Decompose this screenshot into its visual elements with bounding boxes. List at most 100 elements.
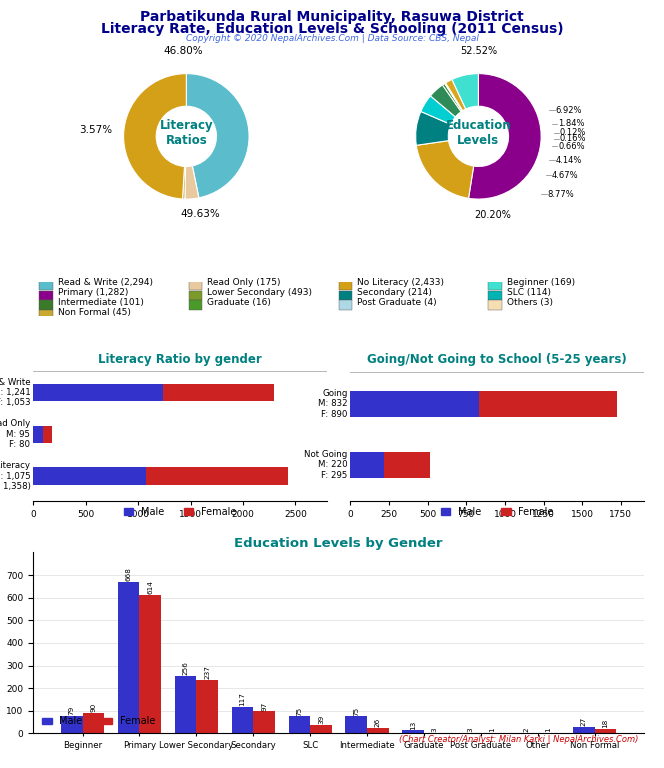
Bar [118, 582, 139, 733]
Text: Secondary (214): Secondary (214) [357, 288, 432, 297]
Text: 75: 75 [296, 707, 302, 716]
Wedge shape [446, 79, 465, 111]
Text: 97: 97 [261, 701, 267, 710]
Legend: Male, Female: Male, Female [38, 713, 159, 730]
Title: Education Levels by Gender: Education Levels by Gender [234, 537, 443, 550]
Bar [351, 391, 479, 417]
Title: Going/Not Going to School (5-25 years): Going/Not Going to School (5-25 years) [367, 353, 627, 366]
Text: Beginner (169): Beginner (169) [507, 279, 575, 287]
Bar [189, 281, 203, 290]
Text: Read & Write (2,294): Read & Write (2,294) [58, 279, 153, 287]
Bar [488, 281, 502, 290]
Bar [488, 291, 502, 300]
Bar [367, 727, 388, 733]
Text: 0.16%: 0.16% [560, 134, 586, 144]
Bar [139, 594, 161, 733]
Text: 4.67%: 4.67% [552, 170, 578, 180]
Text: 117: 117 [240, 692, 246, 706]
Text: 79: 79 [69, 706, 75, 715]
Wedge shape [421, 96, 456, 124]
Text: Literacy
Ratios: Literacy Ratios [159, 119, 213, 147]
Text: 3: 3 [467, 727, 473, 732]
Text: SLC (114): SLC (114) [507, 288, 550, 297]
Text: 49.63%: 49.63% [180, 209, 220, 219]
Text: (Chart Creator/Analyst: Milan Karki | NepalArchives.Com): (Chart Creator/Analyst: Milan Karki | Ne… [398, 735, 638, 744]
Text: Post Graduate (4): Post Graduate (4) [357, 298, 437, 307]
Text: 46.80%: 46.80% [163, 45, 203, 55]
Wedge shape [416, 111, 451, 145]
Text: Graduate (16): Graduate (16) [207, 298, 271, 307]
Bar [33, 468, 146, 485]
Wedge shape [185, 166, 199, 199]
Bar [189, 291, 203, 300]
Text: 1.84%: 1.84% [558, 119, 584, 128]
Wedge shape [445, 83, 462, 111]
Bar [339, 281, 352, 290]
Wedge shape [124, 74, 187, 199]
Text: 3: 3 [432, 727, 438, 732]
Text: 90: 90 [90, 703, 96, 712]
Bar [197, 680, 218, 733]
Bar [232, 707, 253, 733]
Bar [82, 713, 104, 733]
Text: 75: 75 [353, 707, 359, 716]
Text: 256: 256 [183, 660, 189, 674]
Text: 237: 237 [205, 665, 210, 679]
Legend: Male, Female: Male, Female [437, 503, 558, 521]
Text: Education
Levels: Education Levels [446, 119, 511, 147]
Text: 18: 18 [602, 719, 608, 729]
Bar [479, 391, 617, 417]
Bar [189, 300, 203, 310]
Bar [146, 468, 288, 485]
Text: Copyright © 2020 NepalArchives.Com | Data Source: CBS, Nepal: Copyright © 2020 NepalArchives.Com | Dat… [185, 34, 479, 43]
Wedge shape [452, 74, 478, 109]
Text: 614: 614 [147, 580, 153, 594]
Text: Parbatikunda Rural Municipality, Rasuwa District: Parbatikunda Rural Municipality, Rasuwa … [140, 9, 524, 24]
Text: 668: 668 [125, 568, 131, 581]
Wedge shape [442, 84, 462, 111]
Bar [289, 717, 310, 733]
Text: Intermediate (101): Intermediate (101) [58, 298, 143, 307]
Text: 0.66%: 0.66% [558, 142, 585, 151]
Bar [61, 716, 82, 733]
Bar [39, 310, 52, 319]
Wedge shape [430, 85, 461, 117]
Bar [595, 730, 616, 733]
Text: 3.57%: 3.57% [79, 125, 112, 135]
Text: Read Only (175): Read Only (175) [207, 279, 281, 287]
Bar [175, 676, 197, 733]
Bar [43, 425, 52, 443]
Bar [33, 384, 163, 402]
Text: 8.77%: 8.77% [547, 190, 574, 199]
Text: 20.20%: 20.20% [474, 210, 511, 220]
Bar [339, 291, 352, 300]
Text: 0.12%: 0.12% [560, 128, 586, 137]
Bar [163, 384, 274, 402]
Text: Non Formal (45): Non Formal (45) [58, 308, 131, 316]
Text: 26: 26 [375, 717, 381, 727]
Bar [384, 452, 430, 478]
Text: Lower Secondary (493): Lower Secondary (493) [207, 288, 312, 297]
Wedge shape [183, 167, 186, 199]
Text: 4.14%: 4.14% [556, 156, 582, 164]
Text: Others (3): Others (3) [507, 298, 552, 307]
Text: Literacy Rate, Education Levels & Schooling (2011 Census): Literacy Rate, Education Levels & School… [101, 22, 563, 35]
Text: 27: 27 [581, 717, 587, 727]
Text: 1: 1 [489, 728, 495, 733]
Text: Primary (1,282): Primary (1,282) [58, 288, 128, 297]
Bar [39, 281, 52, 290]
Bar [339, 300, 352, 310]
Bar [39, 300, 52, 310]
Bar [310, 725, 332, 733]
Text: 6.92%: 6.92% [556, 105, 582, 114]
Text: 39: 39 [318, 714, 324, 723]
Bar [351, 452, 384, 478]
Text: 13: 13 [410, 720, 416, 730]
Bar [345, 717, 367, 733]
Text: 1: 1 [546, 728, 552, 733]
Bar [488, 300, 502, 310]
Text: No Literacy (2,433): No Literacy (2,433) [357, 279, 444, 287]
Bar [253, 711, 275, 733]
Text: 2: 2 [524, 727, 530, 732]
Wedge shape [445, 83, 463, 111]
